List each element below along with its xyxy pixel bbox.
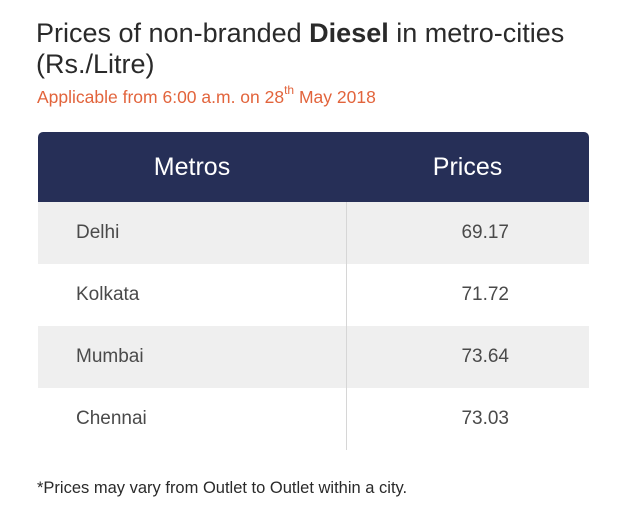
price-cell: 71.72 [346,264,589,326]
city-cell: Delhi [38,202,347,264]
title-suffix: in metro-cities (Rs./Litre) [36,18,565,79]
table-row: Kolkata 71.72 [38,264,589,326]
price-disclaimer-footnote: *Prices may vary from Outlet to Outlet w… [37,479,408,497]
price-cell: 73.03 [346,388,589,450]
subtitle-ordinal: th [284,83,295,98]
column-header-metros: Metros [38,132,346,202]
price-cell: 69.17 [346,202,589,264]
city-cell: Kolkata [38,264,347,326]
column-header-prices: Prices [346,132,589,202]
table-row: Chennai 73.03 [38,388,589,450]
city-cell: Mumbai [38,326,347,388]
table-header-row: Metros Prices [38,132,589,202]
table-row: Mumbai 73.64 [38,326,589,388]
subtitle-prefix: Applicable from 6:00 a.m. on 28 [37,87,285,107]
table-row: Delhi 69.17 [38,202,589,264]
price-cell: 73.64 [346,326,589,388]
diesel-price-table: Metros Prices Delhi 69.17 Kolkata 71.72 … [38,132,589,450]
page-title: Prices of non-branded Diesel in metro-ci… [36,18,606,80]
effective-date-subtitle: Applicable from 6:00 a.m. on 28th May 20… [37,83,376,108]
city-cell: Chennai [38,388,347,450]
title-prefix: Prices of non-branded [36,18,310,48]
subtitle-suffix: May 2018 [294,87,376,107]
title-fuel-name: Diesel [309,18,389,48]
